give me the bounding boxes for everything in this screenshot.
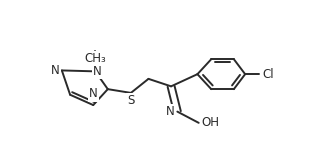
Text: N: N [166,105,174,118]
Text: CH₃: CH₃ [84,52,106,65]
Text: OH: OH [202,116,220,129]
Text: Cl: Cl [262,68,273,81]
Text: N: N [89,87,98,100]
Text: N: N [93,65,102,78]
Text: N: N [51,64,59,77]
Text: S: S [127,94,134,107]
